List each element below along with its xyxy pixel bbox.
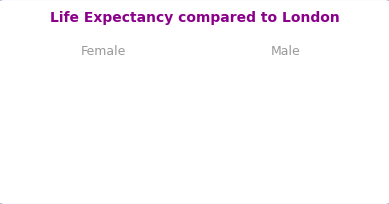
Text: 78.8: 78.8 [232, 92, 263, 106]
Polygon shape [46, 106, 160, 162]
Polygon shape [315, 162, 343, 169]
Polygon shape [229, 106, 343, 162]
Polygon shape [229, 106, 343, 162]
Polygon shape [133, 160, 160, 167]
Polygon shape [46, 106, 160, 162]
Text: Male: Male [271, 45, 301, 58]
Text: 84.6: 84.6 [129, 160, 159, 174]
Text: Female: Female [81, 45, 126, 58]
Text: 83.4: 83.4 [49, 92, 80, 106]
Text: Life Expectancy compared to London: Life Expectancy compared to London [50, 11, 339, 25]
Text: 78.9: 78.9 [312, 160, 342, 174]
